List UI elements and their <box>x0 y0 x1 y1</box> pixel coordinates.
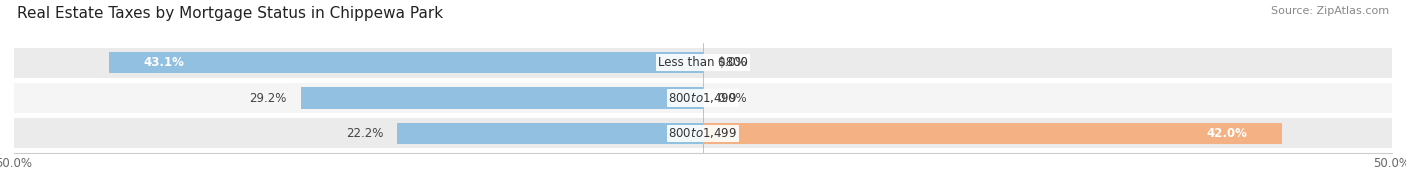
Text: 29.2%: 29.2% <box>249 92 287 104</box>
Text: Less than $800: Less than $800 <box>658 56 748 69</box>
Text: 0.0%: 0.0% <box>717 56 747 69</box>
Legend: Without Mortgage, With Mortgage: Without Mortgage, With Mortgage <box>568 192 838 196</box>
Text: $800 to $1,499: $800 to $1,499 <box>668 126 738 140</box>
Text: 22.2%: 22.2% <box>346 127 384 140</box>
Text: 43.1%: 43.1% <box>143 56 184 69</box>
Bar <box>110 52 703 73</box>
Text: Real Estate Taxes by Mortgage Status in Chippewa Park: Real Estate Taxes by Mortgage Status in … <box>17 6 443 21</box>
Text: Source: ZipAtlas.com: Source: ZipAtlas.com <box>1271 6 1389 16</box>
Text: $800 to $1,499: $800 to $1,499 <box>668 91 738 105</box>
Bar <box>14 118 1392 148</box>
Text: 0.0%: 0.0% <box>717 92 747 104</box>
Bar <box>396 123 703 144</box>
Bar <box>14 48 1392 78</box>
Bar <box>301 87 703 109</box>
Bar <box>14 83 1392 113</box>
Bar <box>703 123 1282 144</box>
Text: 42.0%: 42.0% <box>1206 127 1247 140</box>
